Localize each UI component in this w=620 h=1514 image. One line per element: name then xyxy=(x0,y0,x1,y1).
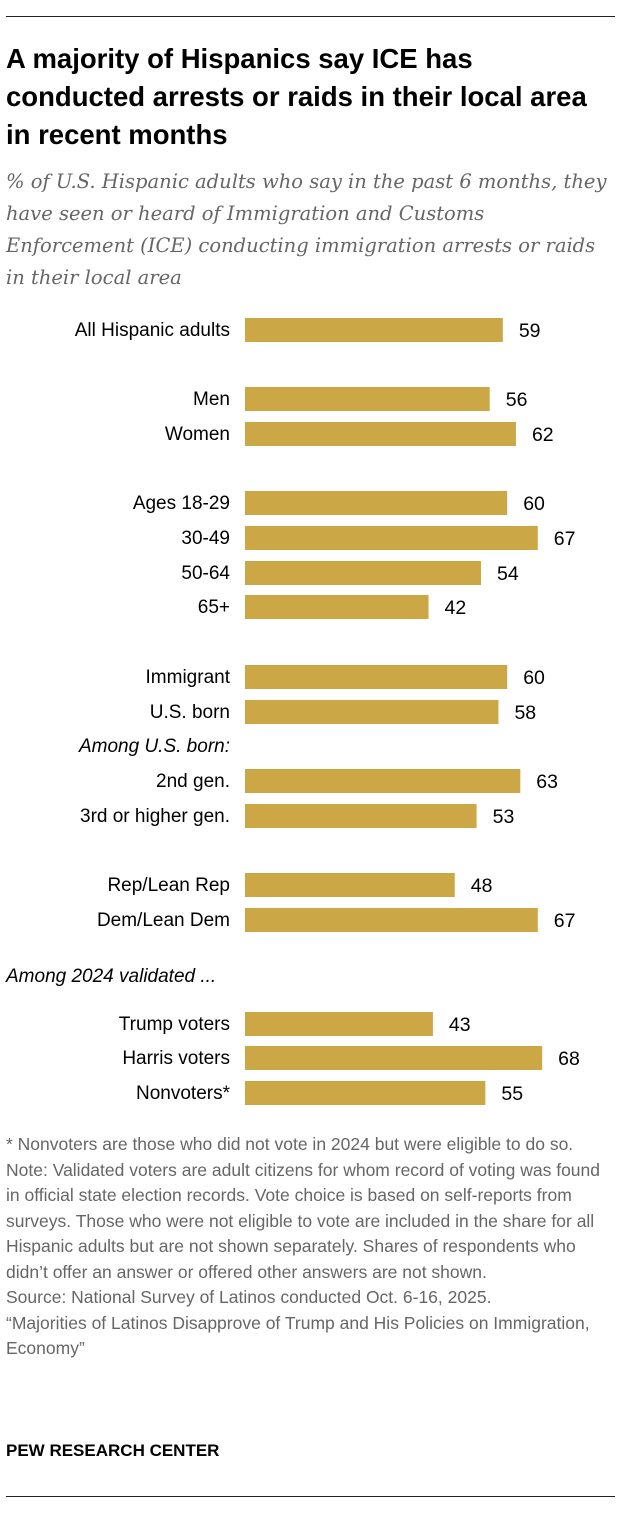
category-label-immigrant: Immigrant xyxy=(146,667,231,688)
value-label-30-49: 67 xyxy=(554,528,576,550)
chart-subtitle: % of U.S. Hispanic adults who say in the… xyxy=(6,170,607,289)
bar-ages-18-29 xyxy=(245,491,508,515)
category-label-harris-voters: Harris voters xyxy=(122,1048,230,1069)
value-label-rep-lean-rep: 48 xyxy=(471,875,493,897)
category-label-50-64: 50-64 xyxy=(181,563,230,584)
category-label-all-hispanic-adults: All Hispanic adults xyxy=(75,320,230,341)
category-label-2nd-gen: 2nd gen. xyxy=(156,771,230,792)
value-label-women: 62 xyxy=(532,424,554,446)
value-label-all-hispanic-adults: 59 xyxy=(519,320,541,342)
category-label-dem-lean-dem: Dem/Lean Dem xyxy=(97,910,230,931)
footnote-source: Source: National Survey of Latinos condu… xyxy=(6,1287,492,1307)
value-label-harris-voters: 68 xyxy=(558,1048,580,1070)
category-label-trump-voters: Trump voters xyxy=(119,1014,230,1035)
value-label-65: 42 xyxy=(445,597,467,619)
bar-65 xyxy=(245,595,429,619)
section-label-among-2024-validated: Among 2024 validated ... xyxy=(5,966,216,987)
bar-women xyxy=(245,422,516,446)
chart-title: A majority of Hispanics say ICE has cond… xyxy=(6,43,587,150)
bar-3rd-or-higher-gen xyxy=(245,804,477,828)
category-label-rep-lean-rep: Rep/Lean Rep xyxy=(107,875,230,896)
category-label-65: 65+ xyxy=(198,597,230,618)
value-label-trump-voters: 43 xyxy=(449,1014,471,1036)
value-label-nonvoters: 55 xyxy=(501,1083,523,1105)
value-label-ages-18-29: 60 xyxy=(523,493,545,515)
footnote-report-title: “Majorities of Latinos Disapprove of Tru… xyxy=(6,1312,590,1359)
category-label-ages-18-29: Ages 18-29 xyxy=(133,493,230,514)
top-rule xyxy=(6,16,615,17)
section-label-among-u-s-born: Among U.S. born: xyxy=(78,736,230,757)
category-label-u-s-born: U.S. born xyxy=(150,702,230,723)
footnotes: * Nonvoters are those who did not vote i… xyxy=(6,1132,614,1362)
bar-u-s-born xyxy=(245,700,499,724)
bar-50-64 xyxy=(245,561,481,585)
value-label-u-s-born: 58 xyxy=(514,702,536,724)
bar-nonvoters xyxy=(245,1081,486,1105)
value-label-2nd-gen: 63 xyxy=(536,771,558,793)
value-label-50-64: 54 xyxy=(497,563,519,585)
category-label-30-49: 30-49 xyxy=(181,528,230,549)
category-label-men: Men xyxy=(193,389,230,410)
brand-label: PEW RESEARCH CENTER xyxy=(6,1441,220,1460)
bar-immigrant xyxy=(245,665,508,689)
value-label-men: 56 xyxy=(506,389,528,411)
bar-chart: All Hispanic adults 59 Men 56 Women 62 Ages 18… xyxy=(5,318,580,1105)
bar-30-49 xyxy=(245,526,538,550)
category-label-women: Women xyxy=(165,424,230,445)
category-label-3rd-or-higher-gen: 3rd or higher gen. xyxy=(80,806,230,827)
bar-2nd-gen xyxy=(245,769,521,793)
bar-dem-lean-dem xyxy=(245,908,538,932)
category-label-nonvoters: Nonvoters* xyxy=(136,1083,231,1104)
bar-all-hispanic-adults xyxy=(245,318,503,342)
bar-trump-voters xyxy=(245,1012,433,1036)
value-label-3rd-or-higher-gen: 53 xyxy=(493,806,515,828)
bar-harris-voters xyxy=(245,1046,543,1070)
value-label-immigrant: 60 xyxy=(523,667,545,689)
value-label-dem-lean-dem: 67 xyxy=(554,910,576,932)
footnote-nonvoters: * Nonvoters are those who did not vote i… xyxy=(6,1134,574,1154)
footnote-note: Note: Validated voters are adult citizen… xyxy=(6,1159,601,1282)
bar-rep-lean-rep xyxy=(245,873,455,897)
bar-men xyxy=(245,387,490,411)
bottom-rule xyxy=(6,1496,615,1497)
